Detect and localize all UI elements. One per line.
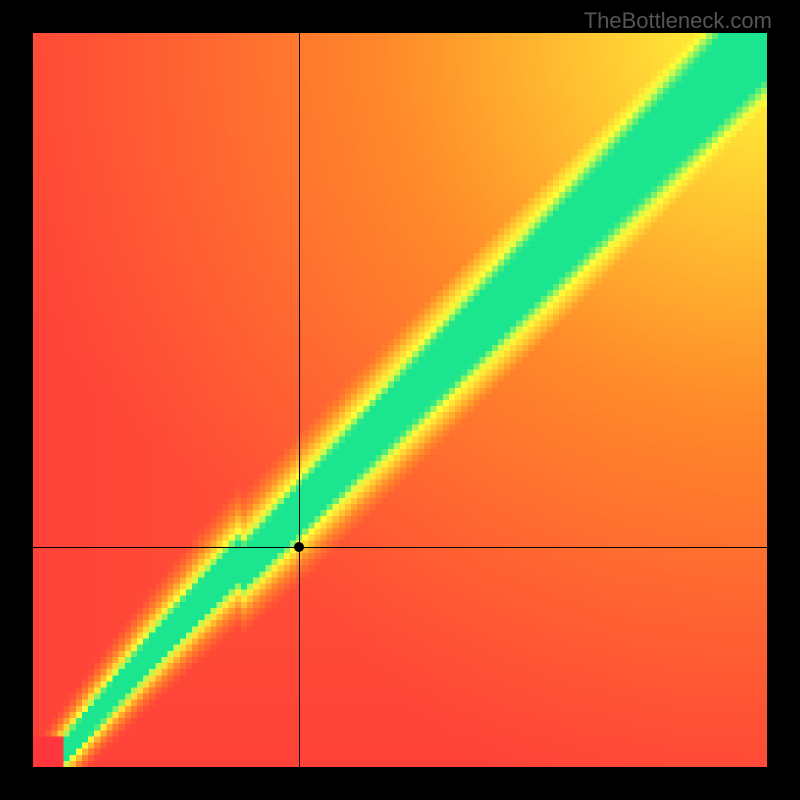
crosshair-vertical	[299, 33, 300, 767]
crosshair-marker	[294, 542, 304, 552]
crosshair-horizontal	[33, 547, 767, 548]
watermark-text: TheBottleneck.com	[584, 8, 772, 34]
heatmap-canvas	[33, 33, 767, 767]
heatmap-plot	[33, 33, 767, 767]
